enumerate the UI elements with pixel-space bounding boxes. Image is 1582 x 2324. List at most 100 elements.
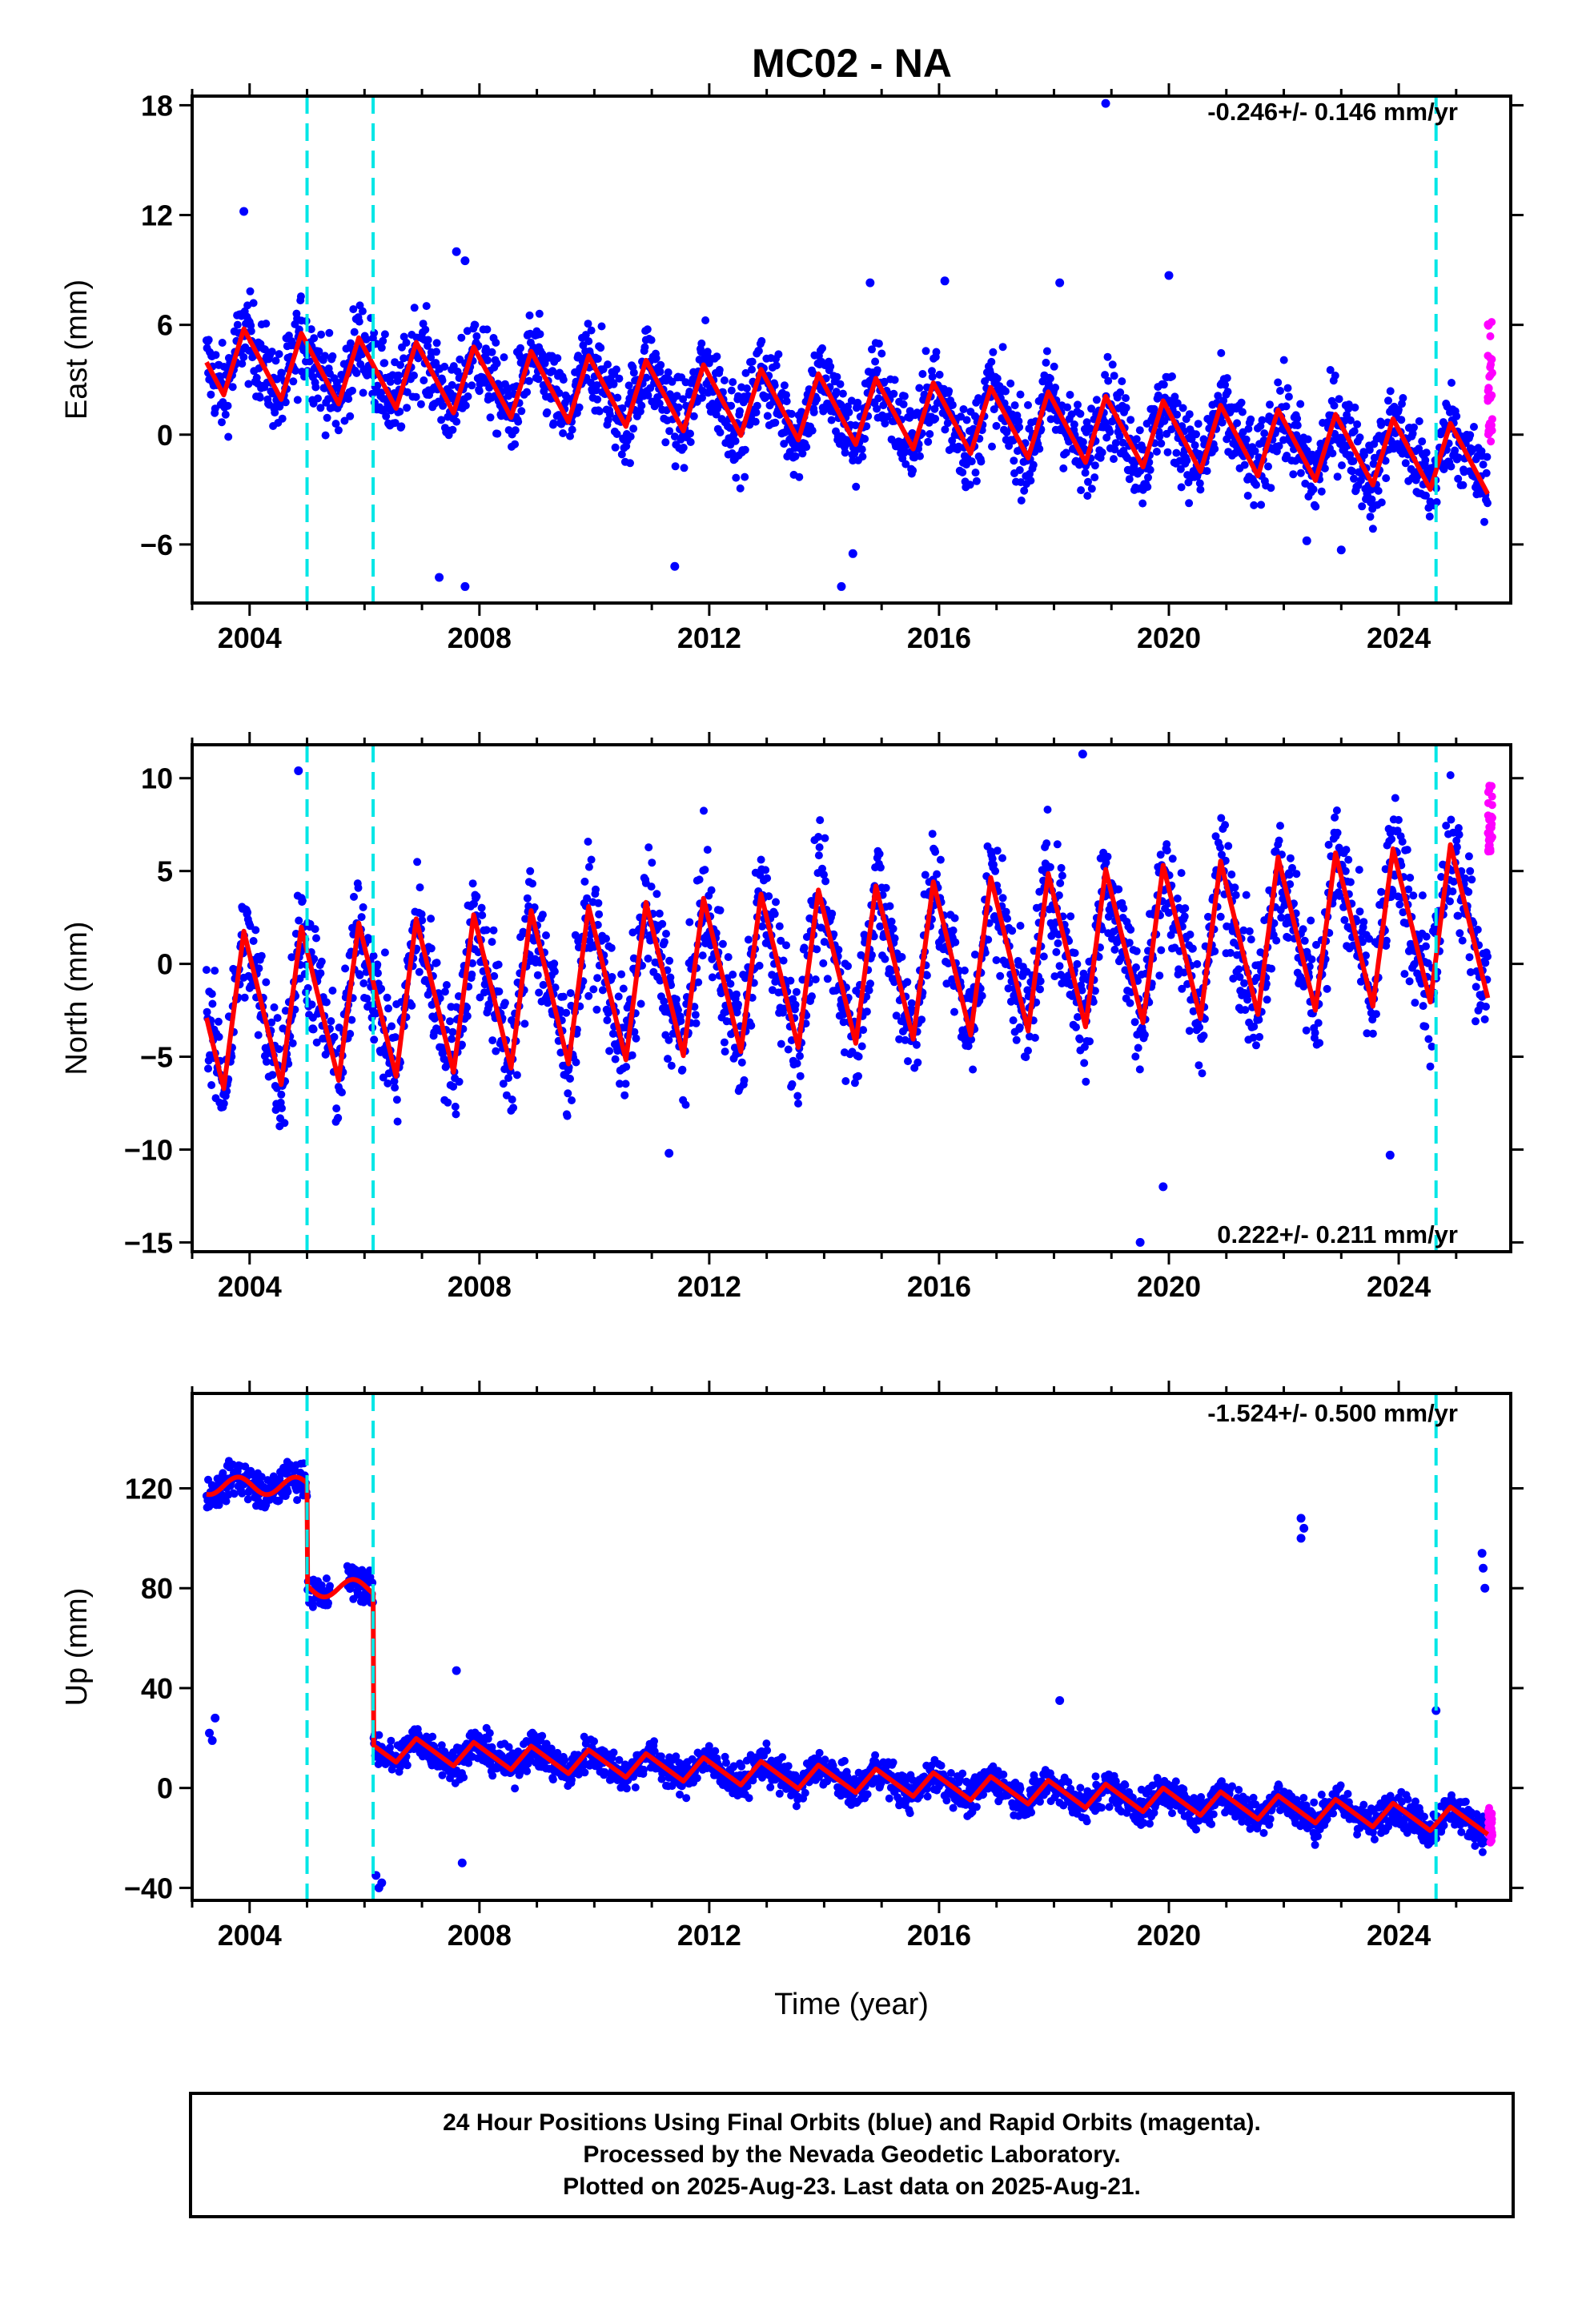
data-point	[357, 913, 366, 922]
y-tick-label: 10	[141, 762, 173, 795]
data-point	[1377, 498, 1386, 507]
data-point	[630, 1027, 639, 1036]
data-point	[1114, 885, 1123, 894]
data-point	[1421, 456, 1430, 464]
data-point	[664, 368, 673, 376]
data-point	[512, 1071, 521, 1080]
data-point	[904, 1057, 912, 1066]
data-point	[1118, 438, 1127, 447]
data-point	[1365, 445, 1374, 454]
data-point	[802, 443, 811, 452]
data-point	[859, 1026, 868, 1035]
data-point	[1227, 870, 1236, 879]
data-point	[892, 1011, 901, 1020]
data-point	[204, 1064, 212, 1073]
data-point	[779, 956, 788, 965]
data-point	[686, 429, 694, 438]
data-point	[844, 962, 852, 971]
data-point	[665, 956, 674, 965]
data-point	[1323, 984, 1331, 993]
data-point	[1286, 880, 1295, 889]
data-point	[741, 368, 750, 377]
data-point	[500, 999, 509, 1007]
data-point	[1484, 499, 1492, 508]
data-point	[218, 339, 227, 347]
data-point	[644, 391, 652, 400]
data-point	[1177, 483, 1186, 492]
data-point	[262, 320, 271, 328]
data-point	[1332, 806, 1341, 814]
data-point	[380, 330, 389, 339]
data-point	[890, 376, 899, 384]
data-point	[1432, 498, 1441, 506]
data-point	[619, 984, 628, 993]
data-point	[1480, 517, 1488, 526]
data-point	[1346, 878, 1355, 887]
data-point	[1015, 466, 1024, 474]
data-point	[868, 345, 876, 354]
data-point	[1366, 513, 1375, 521]
data-point	[575, 403, 584, 412]
data-point	[1350, 474, 1358, 483]
data-point	[1358, 938, 1367, 947]
data-point	[1146, 465, 1154, 474]
data-point	[215, 1032, 223, 1041]
data-point	[1168, 854, 1177, 863]
data-point	[1307, 916, 1315, 925]
rapid-point	[1487, 437, 1496, 446]
outlier-point	[1078, 750, 1087, 759]
data-point	[1466, 968, 1475, 976]
data-point	[379, 336, 387, 345]
data-point	[1010, 456, 1018, 465]
data-point	[238, 360, 247, 368]
data-point	[677, 1017, 685, 1025]
rapid-point	[1484, 842, 1493, 850]
data-point	[275, 350, 283, 359]
data-point	[1178, 984, 1186, 993]
data-point	[383, 1079, 392, 1088]
data-point	[862, 1007, 871, 1016]
data-point	[246, 922, 255, 931]
data-point	[611, 1055, 620, 1063]
data-point	[777, 1039, 785, 1048]
data-point	[559, 376, 568, 384]
data-point	[1377, 420, 1386, 429]
outlier-point	[435, 573, 444, 582]
data-point	[736, 484, 745, 493]
y-axis-label: North (mm)	[60, 921, 94, 1075]
data-point	[990, 405, 998, 414]
data-point	[1170, 392, 1179, 401]
data-point	[1394, 405, 1403, 414]
data-point	[427, 915, 436, 923]
data-point	[795, 472, 804, 481]
data-point	[346, 1030, 355, 1038]
data-point	[271, 408, 279, 417]
outlier-point	[1385, 1150, 1395, 1160]
data-point	[1422, 448, 1431, 457]
data-point	[586, 378, 595, 387]
data-point	[463, 327, 472, 336]
data-point	[1111, 439, 1120, 448]
data-point	[1275, 442, 1283, 450]
data-point	[449, 1082, 458, 1091]
data-point	[814, 833, 823, 841]
data-point	[935, 370, 944, 379]
data-point	[1397, 416, 1406, 424]
data-point	[1240, 979, 1248, 987]
data-point	[690, 1003, 699, 1011]
data-point	[597, 322, 606, 331]
data-point	[1216, 912, 1225, 921]
data-point	[488, 348, 496, 356]
data-point	[448, 1027, 457, 1036]
data-point	[741, 472, 749, 481]
data-point	[852, 482, 861, 491]
data-point	[736, 407, 744, 416]
data-point	[1252, 1041, 1260, 1050]
data-point	[1482, 468, 1491, 477]
data-point	[1247, 935, 1255, 944]
data-point	[1089, 998, 1098, 1006]
data-point	[656, 976, 665, 985]
data-point	[247, 327, 255, 336]
data-point	[1119, 904, 1128, 913]
data-point	[452, 417, 461, 426]
